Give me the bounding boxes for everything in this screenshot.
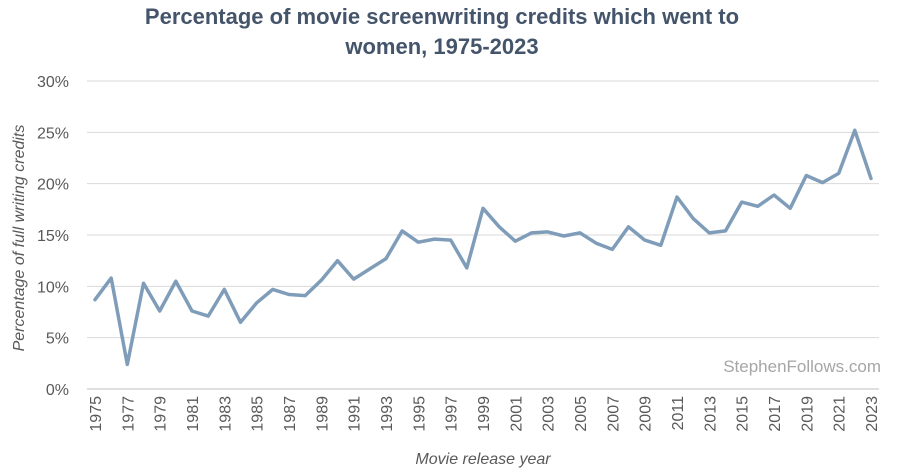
x-tick-label: 2023 <box>864 396 881 432</box>
x-tick-label: 1995 <box>411 396 428 432</box>
gridlines <box>87 80 879 390</box>
x-tick-label: 1991 <box>347 396 364 432</box>
chart-title-line-1: Percentage of movie screenwriting credit… <box>145 4 739 29</box>
chart-title-line-2: women, 1975-2023 <box>344 34 538 59</box>
series-line <box>93 128 873 367</box>
x-tick-label: 1993 <box>379 396 396 432</box>
x-tick-label: 1975 <box>88 396 105 432</box>
x-tick-label: 1979 <box>153 396 170 432</box>
x-tick-label: 1987 <box>282 396 299 432</box>
y-tick-label: 0% <box>46 382 69 399</box>
x-tick-label: 2015 <box>735 396 752 432</box>
y-tick-label: 25% <box>37 125 69 142</box>
y-tick-label: 20% <box>37 177 69 194</box>
x-tick-label: 1981 <box>185 396 202 432</box>
x-tick-label: 2005 <box>573 396 590 432</box>
x-tick-label: 1999 <box>476 396 493 432</box>
y-tick-label: 30% <box>37 74 69 91</box>
x-tick-label: 2003 <box>541 396 558 432</box>
y-axis-ticks: 0% 5% 10% 15% 20% 25% 30% <box>37 74 69 399</box>
x-tick-label: 2011 <box>670 396 687 431</box>
x-axis-title: Movie release year <box>415 451 551 468</box>
y-tick-label: 10% <box>37 279 69 296</box>
x-tick-label: 1997 <box>444 396 461 432</box>
x-tick-label: 1983 <box>217 396 234 432</box>
y-tick-label: 5% <box>46 331 69 348</box>
x-tick-label: 2007 <box>605 396 622 432</box>
x-tick-label: 2021 <box>832 396 849 432</box>
y-axis-title: Percentage of full writing credits <box>11 125 28 352</box>
x-tick-label: 2001 <box>508 396 525 432</box>
x-tick-label: 1985 <box>250 396 267 432</box>
x-tick-label: 1989 <box>314 396 331 432</box>
x-tick-label: 2017 <box>767 396 784 432</box>
y-tick-label: 15% <box>37 228 69 245</box>
x-tick-label: 2009 <box>638 396 655 432</box>
x-tick-label: 2019 <box>799 396 816 432</box>
x-axis-ticks: 1975 1977 1979 1981 1983 1985 1987 1989 1991 1993… <box>88 396 881 432</box>
x-tick-label: 1977 <box>120 396 137 432</box>
watermark: StephenFollows.com <box>723 357 881 376</box>
x-tick-label: 2013 <box>702 396 719 432</box>
